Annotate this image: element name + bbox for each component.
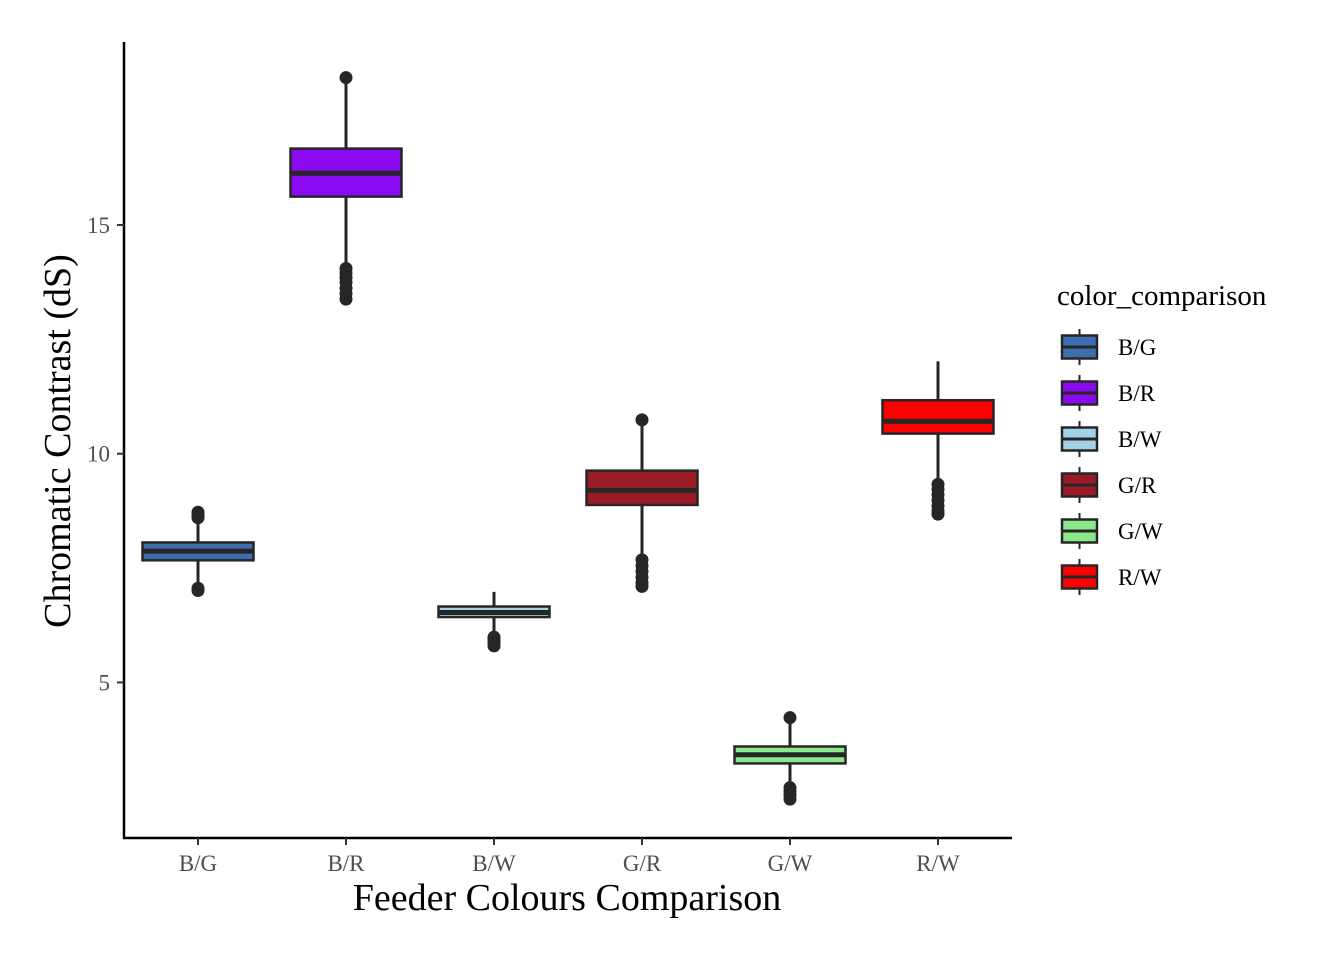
legend-label: G/R (1118, 473, 1157, 498)
axes-layer: 5 10 15 B/G B/R B/W G/R G/W R/W (87, 42, 1012, 876)
box-b-r (289, 71, 403, 306)
box-b-g (141, 505, 255, 598)
legend-item-g-w: G/W (1060, 513, 1163, 549)
legend-label: B/G (1118, 335, 1156, 360)
box-body (881, 398, 995, 435)
legend-item-b-g: B/G (1060, 329, 1156, 365)
x-tick-label: B/W (472, 851, 516, 876)
x-axis-title: Feeder Colours Comparison (353, 877, 782, 919)
legend-item-g-r: G/R (1060, 467, 1157, 503)
y-tick-label: 10 (87, 442, 110, 467)
outlier-point (635, 413, 649, 427)
y-axis-title: Chromatic Contrast (dS) (37, 254, 79, 628)
outlier-point (191, 505, 205, 519)
legend-label: B/W (1118, 427, 1162, 452)
box-body (585, 469, 699, 507)
legend-item-b-w: B/W (1060, 421, 1162, 457)
box-b-w (437, 591, 551, 653)
outlier-point (931, 507, 945, 521)
outlier-point (783, 792, 797, 806)
boxes-layer (141, 71, 995, 806)
outlier-point (635, 579, 649, 593)
legend-item-b-r: B/R (1060, 375, 1156, 411)
box-r-w (881, 361, 995, 521)
outlier-point (487, 639, 501, 653)
x-tick-label: R/W (916, 851, 960, 876)
outlier-point (339, 292, 353, 306)
y-tick-label: 15 (87, 213, 110, 238)
x-tick-label: G/R (623, 851, 662, 876)
legend-title: color_comparison (1057, 280, 1267, 312)
box-g-r (585, 413, 699, 593)
x-tick-label: B/G (179, 851, 217, 876)
y-tick-label: 5 (99, 670, 111, 695)
x-tick-label: G/W (768, 851, 813, 876)
outlier-point (339, 71, 353, 85)
outlier-point (783, 711, 797, 725)
box-g-w (733, 711, 847, 806)
legend-item-r-w: R/W (1060, 559, 1162, 595)
legend-label: R/W (1118, 565, 1162, 590)
legend: color_comparison B/G B/R B/W G/R G/W R/W (1057, 280, 1267, 595)
legend-label: B/R (1118, 381, 1156, 406)
legend-label: G/W (1118, 519, 1163, 544)
outlier-point (191, 584, 205, 598)
x-tick-label: B/R (327, 851, 365, 876)
